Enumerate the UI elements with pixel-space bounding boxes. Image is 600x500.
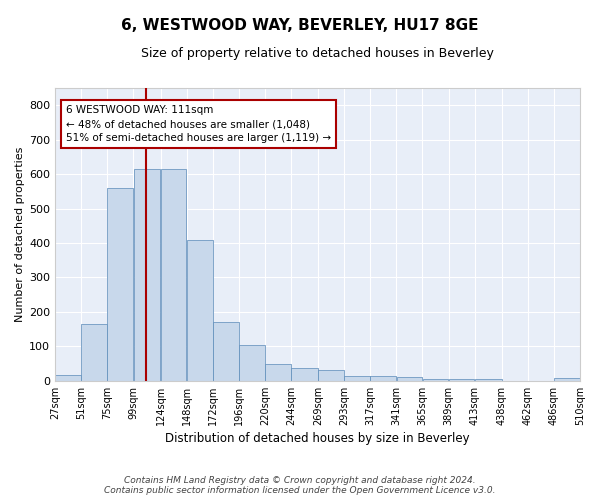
- Bar: [134, 169, 160, 381]
- Text: Contains HM Land Registry data © Crown copyright and database right 2024.
Contai: Contains HM Land Registry data © Crown c…: [104, 476, 496, 495]
- Bar: [107, 188, 133, 381]
- Bar: [239, 346, 265, 381]
- Bar: [554, 378, 580, 381]
- Title: Size of property relative to detached houses in Beverley: Size of property relative to detached ho…: [141, 48, 494, 60]
- Bar: [449, 379, 475, 381]
- Bar: [187, 240, 212, 381]
- Bar: [344, 376, 370, 381]
- Text: 6, WESTWOOD WAY, BEVERLEY, HU17 8GE: 6, WESTWOOD WAY, BEVERLEY, HU17 8GE: [121, 18, 479, 32]
- Text: 6 WESTWOOD WAY: 111sqm
← 48% of detached houses are smaller (1,048)
51% of semi-: 6 WESTWOOD WAY: 111sqm ← 48% of detached…: [66, 105, 331, 143]
- Y-axis label: Number of detached properties: Number of detached properties: [15, 147, 25, 322]
- Bar: [475, 379, 502, 381]
- Bar: [291, 368, 318, 381]
- Bar: [318, 370, 344, 381]
- Bar: [370, 376, 396, 381]
- Bar: [397, 378, 422, 381]
- Bar: [82, 324, 107, 381]
- Bar: [422, 379, 448, 381]
- Bar: [161, 169, 187, 381]
- Bar: [213, 322, 239, 381]
- Bar: [55, 374, 81, 381]
- Bar: [265, 364, 291, 381]
- X-axis label: Distribution of detached houses by size in Beverley: Distribution of detached houses by size …: [165, 432, 470, 445]
